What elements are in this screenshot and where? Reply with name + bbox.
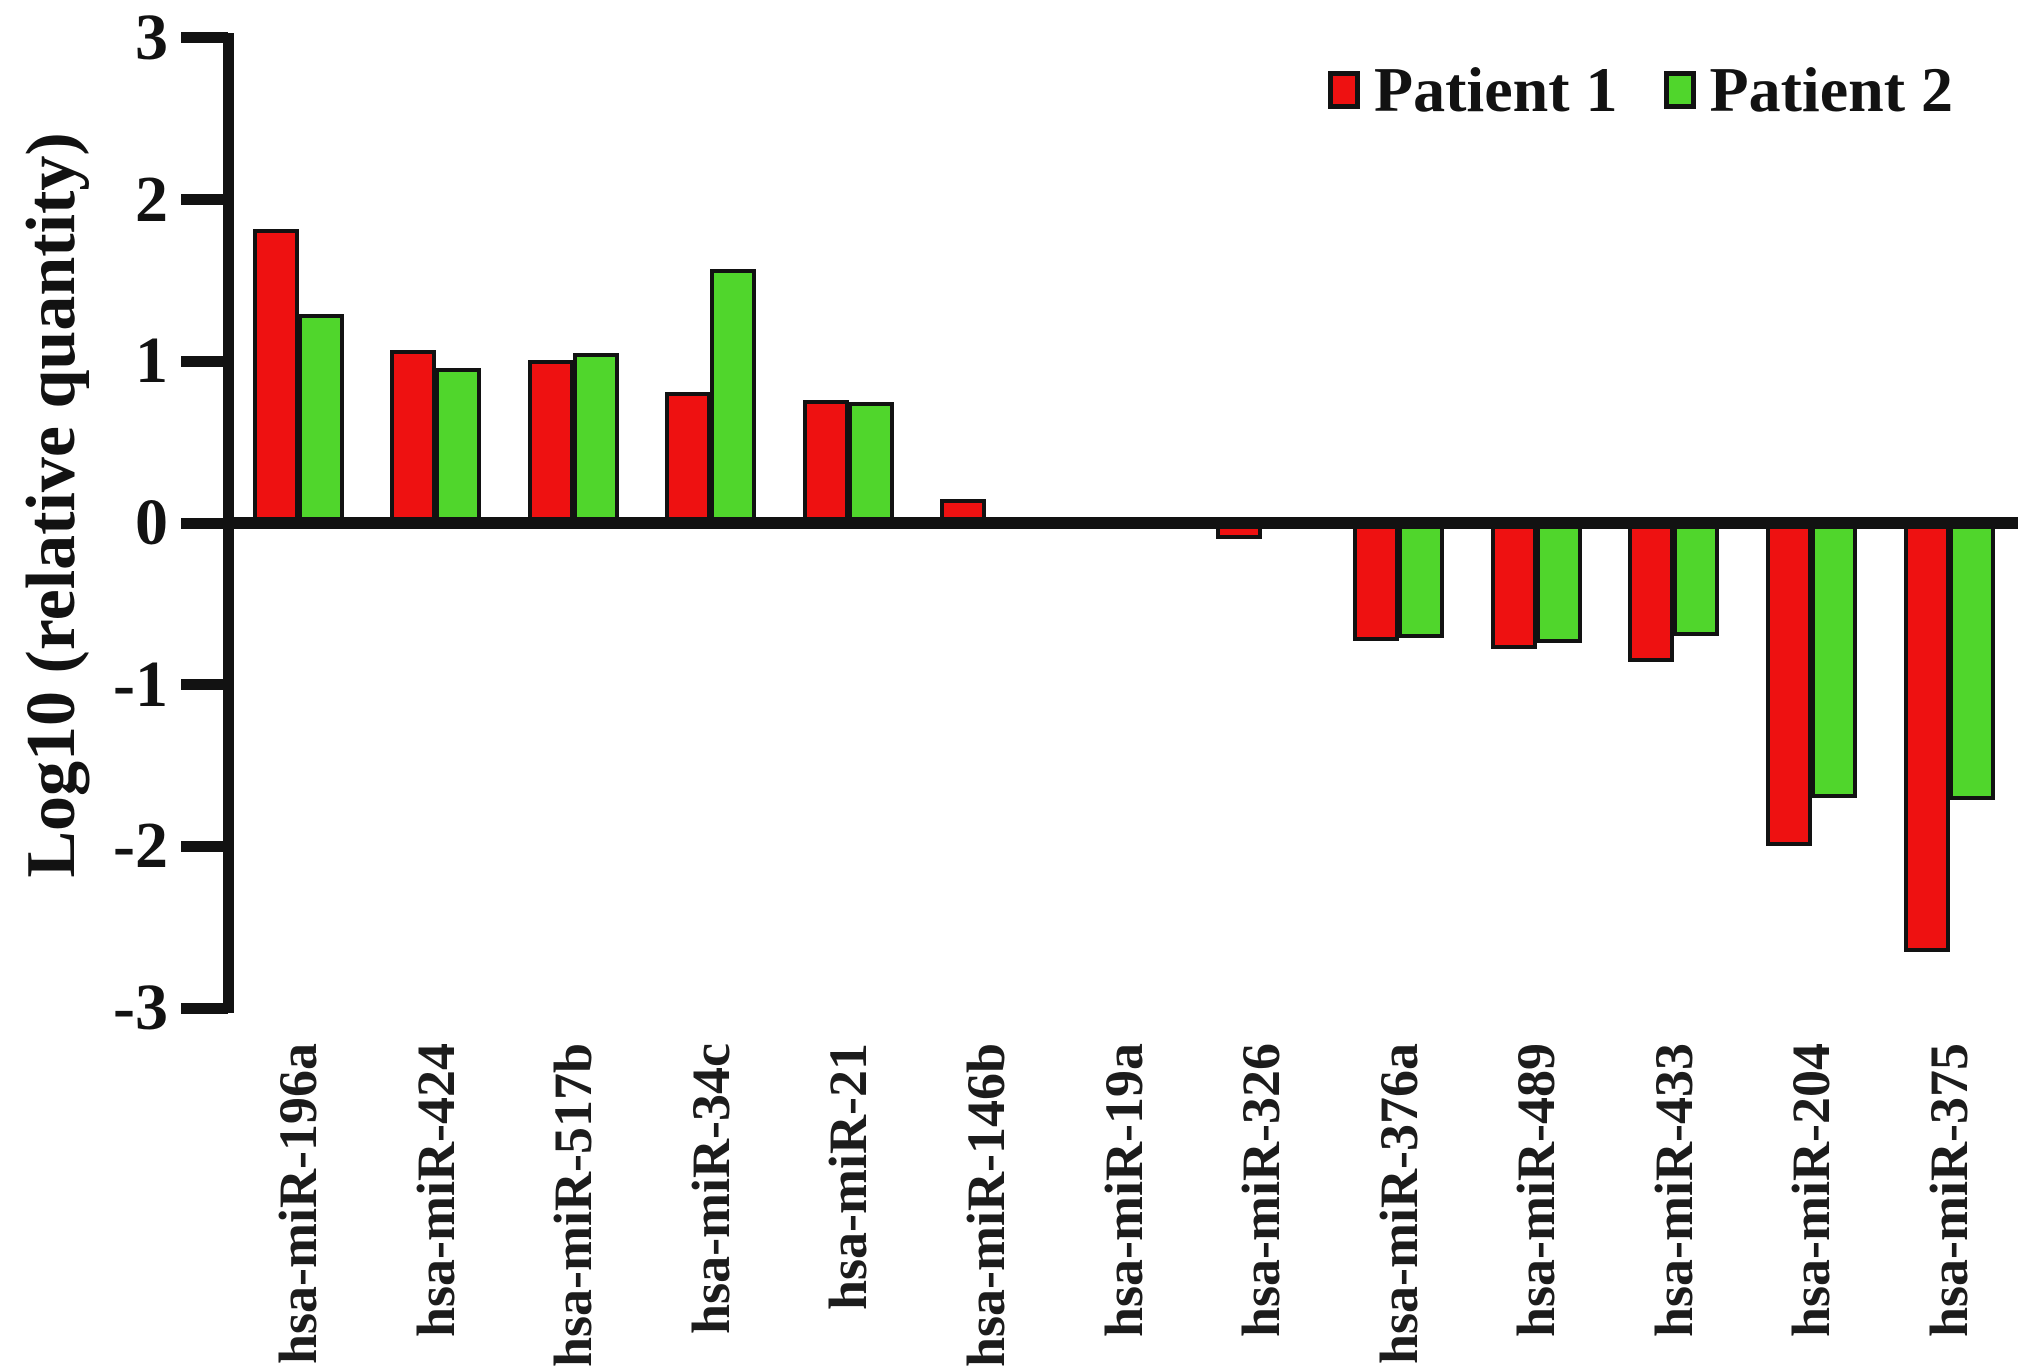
bar-hsa-miR-34c-patient-2 xyxy=(710,269,757,528)
bar-hsa-miR-21-patient-2 xyxy=(847,401,894,528)
bar-hsa-miR-204-patient-1 xyxy=(1765,518,1812,847)
bar-hsa-miR-433-patient-1 xyxy=(1628,518,1675,663)
x-label-hsa-miR-21: hsa-miR-21 xyxy=(818,1043,879,1310)
bar-hsa-miR-517b-patient-2 xyxy=(572,353,619,528)
x-label-hsa-miR-375: hsa-miR-375 xyxy=(1919,1043,1979,1337)
legend-item-patient-1: Patient 1 xyxy=(1328,58,1618,122)
patient1-swatch-icon xyxy=(1328,71,1360,109)
bar-hsa-miR-376a-patient-1 xyxy=(1353,518,1400,641)
legend-label-patient-1: Patient 1 xyxy=(1374,54,1618,125)
y-tick-label-0: 0 xyxy=(135,486,168,559)
y-tick-0 xyxy=(181,517,228,529)
bar-hsa-miR-433-patient-2 xyxy=(1673,518,1720,637)
legend-label-patient-2: Patient 2 xyxy=(1709,54,1954,125)
y-tick--2 xyxy=(181,840,228,852)
x-label-hsa-miR-204: hsa-miR-204 xyxy=(1781,1043,1842,1337)
x-label-hsa-miR-433: hsa-miR-433 xyxy=(1643,1043,1704,1337)
bar-hsa-miR-375-patient-2 xyxy=(1948,518,1995,800)
bar-hsa-miR-204-patient-2 xyxy=(1810,518,1857,798)
legend: Patient 1 Patient 2 xyxy=(1328,58,1953,122)
bar-hsa-miR-489-patient-1 xyxy=(1490,518,1537,650)
bar-hsa-miR-517b-patient-1 xyxy=(527,359,574,528)
bar-hsa-miR-375-patient-1 xyxy=(1903,518,1950,952)
x-axis-line xyxy=(223,517,2018,529)
x-label-hsa-miR-489: hsa-miR-489 xyxy=(1506,1043,1567,1337)
y-tick-label--1: -1 xyxy=(113,647,168,721)
y-tick-label--3: -3 xyxy=(113,971,168,1045)
bar-hsa-miR-196a-patient-2 xyxy=(297,314,344,528)
x-label-hsa-miR-376a: hsa-miR-376a xyxy=(1368,1043,1429,1364)
y-tick-label-1: 1 xyxy=(135,324,168,398)
x-label-hsa-miR-19a: hsa-miR-19a xyxy=(1093,1043,1154,1337)
x-label-hsa-miR-424: hsa-miR-424 xyxy=(405,1043,466,1337)
x-label-hsa-miR-326: hsa-miR-326 xyxy=(1231,1043,1292,1337)
bar-hsa-miR-489-patient-2 xyxy=(1535,518,1582,643)
x-label-hsa-miR-196a: hsa-miR-196a xyxy=(268,1043,328,1364)
x-label-hsa-miR-34c: hsa-miR-34c xyxy=(680,1043,741,1334)
bar-hsa-miR-424-patient-1 xyxy=(390,350,437,528)
bar-hsa-miR-376a-patient-2 xyxy=(1398,518,1445,638)
y-tick--1 xyxy=(181,679,228,691)
bar-hsa-miR-21-patient-1 xyxy=(802,400,849,528)
x-label-hsa-miR-517b: hsa-miR-517b xyxy=(543,1043,604,1367)
y-tick-label-3: 3 xyxy=(135,0,168,74)
y-tick-1 xyxy=(181,355,228,367)
bar-hsa-miR-196a-patient-1 xyxy=(252,228,299,528)
legend-item-patient-2: Patient 2 xyxy=(1663,54,1954,125)
x-label-hsa-miR-146b: hsa-miR-146b xyxy=(955,1043,1016,1367)
y-tick--3 xyxy=(181,1002,228,1014)
y-tick-label-2: 2 xyxy=(135,162,168,236)
patient2-swatch-icon xyxy=(1663,71,1696,109)
bar-hsa-miR-424-patient-2 xyxy=(435,367,482,528)
y-tick-2 xyxy=(181,194,228,206)
y-tick-label--2: -2 xyxy=(113,809,168,883)
bar-hsa-miR-34c-patient-1 xyxy=(665,392,712,528)
y-tick-3 xyxy=(181,32,228,44)
